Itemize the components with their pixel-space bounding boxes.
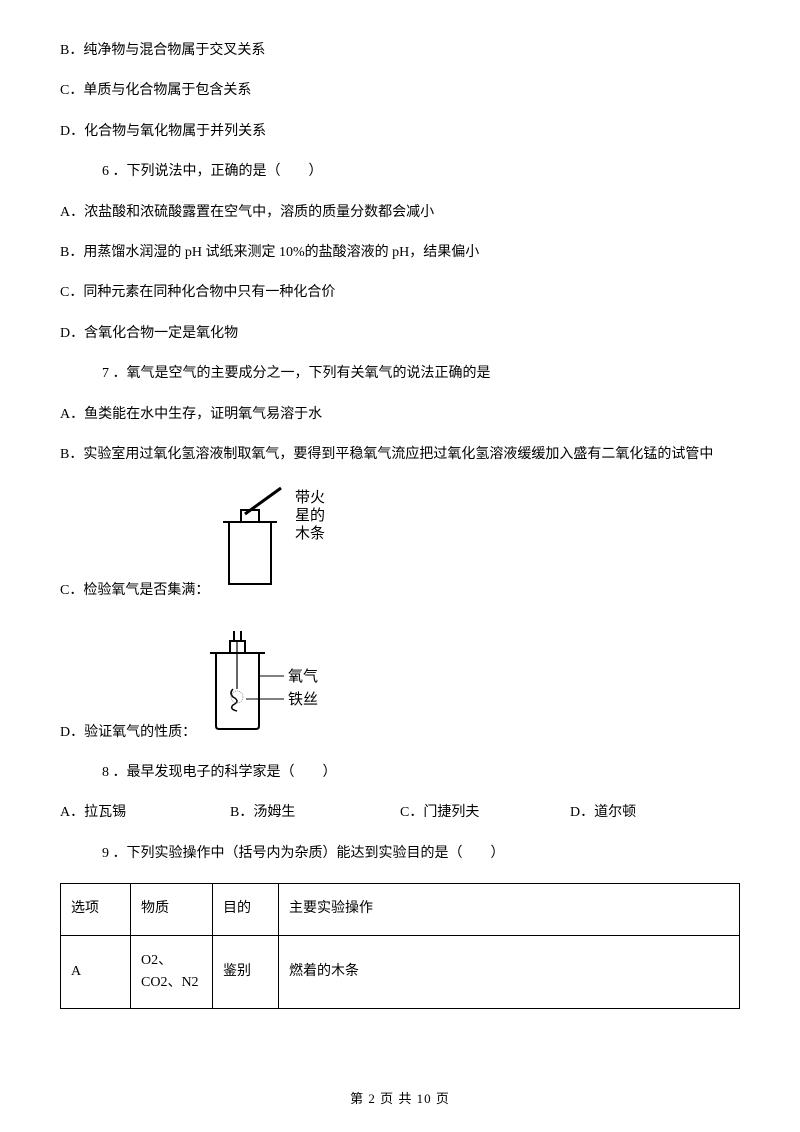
q6-option-d: D．含氧化合物一定是氧化物: [60, 323, 740, 345]
table-header-row: 选项 物质 目的 主要实验操作: [61, 884, 740, 935]
q7-stem: 7 ．氧气是空气的主要成分之一，下列有关氧气的说法正确的是: [60, 363, 740, 385]
q8-options-row: A．拉瓦锡 B．汤姆生 C．门捷列夫 D．道尔顿: [60, 802, 740, 824]
diagram-d-label1: 氧气: [288, 668, 318, 685]
cell-a-purp: 鉴别: [213, 935, 279, 1009]
q7-diagram-c: 带火 星的 木条: [209, 484, 359, 602]
table-row: A O2、CO2、N2 鉴别 燃着的木条: [61, 935, 740, 1009]
q7-option-d-block: D．验证氧气的性质： 氧气 铁丝: [60, 621, 740, 744]
cell-a-opt: A: [61, 935, 131, 1009]
q9-table: 选项 物质 目的 主要实验操作 A O2、CO2、N2 鉴别 燃着的木条: [60, 883, 740, 1009]
q6-stem: 6 ．下列说法中，正确的是（ ）: [60, 161, 740, 183]
th-option: 选项: [61, 884, 131, 935]
q5-option-c: C．单质与化合物属于包含关系: [60, 80, 740, 102]
q6-option-a: A．浓盐酸和浓硫酸露置在空气中，溶质的质量分数都会减小: [60, 202, 740, 224]
q9-stem: 9 ．下列实验操作中（括号内为杂质）能达到实验目的是（ ）: [60, 843, 740, 865]
q5-option-b: B．纯净物与混合物属于交叉关系: [60, 40, 740, 62]
cell-a-oper: 燃着的木条: [279, 935, 740, 1009]
q8-stem: 8 ．最早发现电子的科学家是（ ）: [60, 762, 740, 784]
q6-option-b: B．用蒸馏水润湿的 pH 试纸来测定 10%的盐酸溶液的 pH，结果偏小: [60, 242, 740, 264]
q7-option-b: B．实验室用过氧化氢溶液制取氧气，要得到平稳氧气流应把过氧化氢溶液缓缓加入盛有二…: [60, 444, 740, 466]
q7-option-d-prefix: D．验证氧气的性质：: [60, 722, 196, 744]
q7-option-c-prefix: C．检验氧气是否集满：: [60, 580, 209, 602]
q7-diagram-d: 氧气 铁丝: [196, 621, 356, 744]
page-footer: 第 2 页 共 10 页: [0, 1089, 800, 1110]
q6-option-c: C．同种元素在同种化合物中只有一种化合价: [60, 282, 740, 304]
q8-option-a: A．拉瓦锡: [60, 802, 230, 824]
th-material: 物质: [131, 884, 213, 935]
th-purpose: 目的: [213, 884, 279, 935]
q7-option-a: A．鱼类能在水中生存，证明氧气易溶于水: [60, 404, 740, 426]
q8-option-b: B．汤姆生: [230, 802, 400, 824]
q8-option-c: C．门捷列夫: [400, 802, 570, 824]
diagram-c-label2: 星的: [295, 507, 325, 524]
diagram-d-label2: 铁丝: [288, 691, 318, 708]
cell-a-mat: O2、CO2、N2: [131, 935, 213, 1009]
q8-option-d: D．道尔顿: [570, 802, 740, 824]
th-operation: 主要实验操作: [279, 884, 740, 935]
q7-option-c-block: C．检验氧气是否集满： 带火 星的 木条: [60, 484, 740, 602]
q5-option-d: D．化合物与氧化物属于并列关系: [60, 121, 740, 143]
diagram-c-label1: 带火: [295, 489, 325, 506]
diagram-c-label3: 木条: [295, 525, 325, 542]
